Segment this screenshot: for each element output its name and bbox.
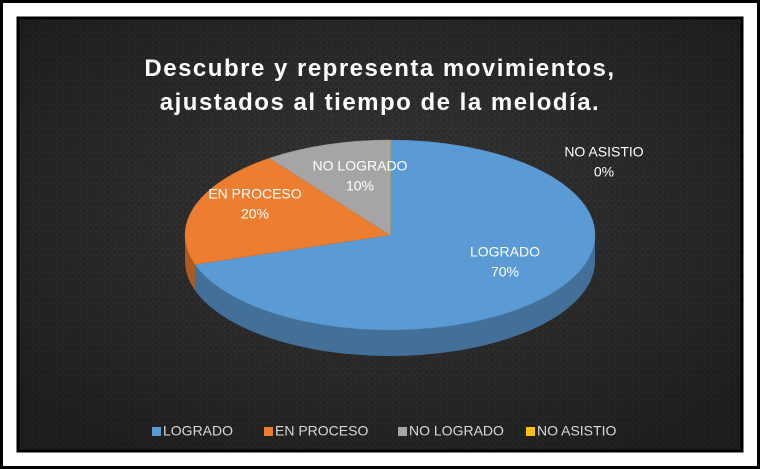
legend-swatch [264,427,273,436]
slice [268,139,391,236]
data-label-value: 20% [241,206,269,222]
legend-label: NO ASISTIO [537,423,616,439]
legend-label: NO LOGRADO [409,423,504,439]
data-label-value: 70% [491,264,519,280]
data-labels: LOGRADO 70% EN PROCESO 20% NO LOGRADO 10% NO A… [208,144,643,280]
slice-side [185,235,196,291]
data-label-name: LOGRADO [470,244,540,260]
legend-label: EN PROCESO [275,423,368,439]
slice [184,157,391,265]
data-label-name: EN PROCESO [208,186,301,202]
legend-label: LOGRADO [163,423,233,439]
data-label-name: NO ASISTIO [564,144,643,160]
slice-side [195,235,595,357]
data-label-value: 10% [346,178,374,194]
chart-title: Descubre y representa movimientos, ajust… [144,55,616,116]
legend-swatch [152,427,161,436]
legend: LOGRADO EN PROCESO NO LOGRADO NO ASISTIO [152,423,616,439]
pie [184,139,596,357]
data-label-name: NO LOGRADO [313,158,408,174]
slice [194,139,596,331]
legend-swatch [526,427,535,436]
data-label-value: 0% [594,164,614,180]
legend-swatch [398,427,407,436]
